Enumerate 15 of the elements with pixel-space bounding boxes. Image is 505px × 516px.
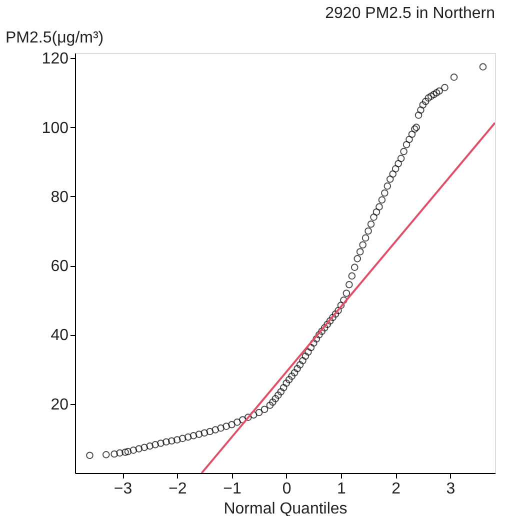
x-tick-label: 0 xyxy=(282,480,292,498)
y-axis-title: PM2.5(μg/m³) xyxy=(6,30,104,46)
x-tick-label: −1 xyxy=(223,480,242,498)
y-tick-label: 20 xyxy=(50,396,69,414)
y-tick-label: 60 xyxy=(50,258,69,276)
y-tick-label: 80 xyxy=(50,188,69,206)
x-tick-label: 2 xyxy=(392,480,401,498)
x-tick-label: 1 xyxy=(337,480,346,498)
y-tick-label: 40 xyxy=(50,327,69,344)
x-tick-label: −3 xyxy=(114,480,132,498)
x-tick-label: −2 xyxy=(168,480,187,498)
chart-title: 2920 PM2.5 in Northern xyxy=(325,5,495,22)
y-tick-label: 120 xyxy=(42,50,69,68)
x-tick-label: 3 xyxy=(446,480,456,498)
y-tick-label: 100 xyxy=(42,120,69,137)
